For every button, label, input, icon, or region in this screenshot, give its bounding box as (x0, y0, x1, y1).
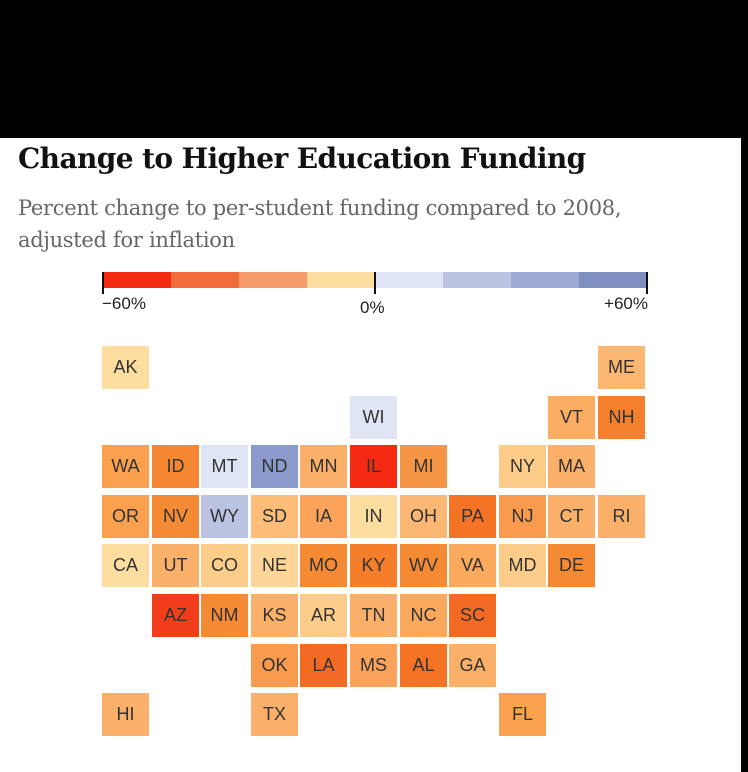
state-tile-ny[interactable]: NY (499, 445, 546, 488)
state-tile-nc[interactable]: NC (400, 594, 447, 637)
legend-tick-max (646, 272, 648, 294)
state-tile-sd[interactable]: SD (251, 495, 298, 538)
state-tile-ca[interactable]: CA (102, 544, 149, 587)
state-tile-fl[interactable]: FL (499, 693, 546, 736)
state-tile-nm[interactable]: NM (201, 594, 248, 637)
state-tile-md[interactable]: MD (499, 544, 546, 587)
state-tile-wi[interactable]: WI (350, 396, 397, 439)
state-tile-vt[interactable]: VT (548, 396, 595, 439)
state-tile-wy[interactable]: WY (201, 495, 248, 538)
legend-swatch-0 (103, 272, 171, 288)
state-tile-id[interactable]: ID (152, 445, 199, 488)
state-tile-oh[interactable]: OH (400, 495, 447, 538)
state-tile-ks[interactable]: KS (251, 594, 298, 637)
state-tile-la[interactable]: LA (300, 644, 347, 687)
legend-swatch-1 (171, 272, 239, 288)
state-tile-nh[interactable]: NH (598, 396, 645, 439)
chart-subtitle: Percent change to per-student funding co… (18, 196, 622, 252)
state-tile-ok[interactable]: OK (251, 644, 298, 687)
state-tile-ga[interactable]: GA (449, 644, 496, 687)
state-tile-nj[interactable]: NJ (499, 495, 546, 538)
legend-swatch-4 (375, 272, 443, 288)
legend-swatch-6 (511, 272, 579, 288)
state-tile-wa[interactable]: WA (102, 445, 149, 488)
state-tile-va[interactable]: VA (449, 544, 496, 587)
state-tile-wv[interactable]: WV (400, 544, 447, 587)
right-black-bar (741, 0, 748, 772)
legend-min-label: −60% (102, 294, 146, 313)
state-tile-nv[interactable]: NV (152, 495, 199, 538)
state-tile-mt[interactable]: MT (201, 445, 248, 488)
state-tile-ar[interactable]: AR (300, 594, 347, 637)
state-tile-mn[interactable]: MN (300, 445, 347, 488)
color-legend: −60% 0% +60% (102, 272, 648, 322)
state-tile-pa[interactable]: PA (449, 495, 496, 538)
legend-tick-zero (374, 272, 376, 294)
state-tile-hi[interactable]: HI (102, 693, 149, 736)
state-tile-mo[interactable]: MO (300, 544, 347, 587)
state-tile-in[interactable]: IN (350, 495, 397, 538)
legend-max-label: +60% (604, 294, 648, 313)
state-tile-al[interactable]: AL (400, 644, 447, 687)
state-tile-ky[interactable]: KY (350, 544, 397, 587)
state-tile-mi[interactable]: MI (400, 445, 447, 488)
legend-swatch-2 (239, 272, 307, 288)
legend-swatch-7 (579, 272, 647, 288)
legend-mid-label: 0% (360, 298, 385, 317)
state-tile-tx[interactable]: TX (251, 693, 298, 736)
state-tile-ia[interactable]: IA (300, 495, 347, 538)
legend-swatch-5 (443, 272, 511, 288)
state-tile-ak[interactable]: AK (102, 346, 149, 389)
state-tile-sc[interactable]: SC (449, 594, 496, 637)
state-tile-az[interactable]: AZ (152, 594, 199, 637)
state-tile-or[interactable]: OR (102, 495, 149, 538)
legend-tick-min (102, 272, 104, 294)
state-tile-nd[interactable]: ND (251, 445, 298, 488)
state-tile-me[interactable]: ME (598, 346, 645, 389)
state-tile-ct[interactable]: CT (548, 495, 595, 538)
state-tile-tn[interactable]: TN (350, 594, 397, 637)
state-tile-ne[interactable]: NE (251, 544, 298, 587)
state-tile-ut[interactable]: UT (152, 544, 199, 587)
state-tile-il[interactable]: IL (350, 445, 397, 488)
state-tile-ms[interactable]: MS (350, 644, 397, 687)
legend-swatch-3 (307, 272, 375, 288)
chart-title: Change to Higher Education Funding (18, 142, 586, 175)
state-tile-ma[interactable]: MA (548, 445, 595, 488)
top-black-bar (0, 0, 748, 138)
state-tile-ri[interactable]: RI (598, 495, 645, 538)
state-tile-de[interactable]: DE (548, 544, 595, 587)
state-tile-co[interactable]: CO (201, 544, 248, 587)
